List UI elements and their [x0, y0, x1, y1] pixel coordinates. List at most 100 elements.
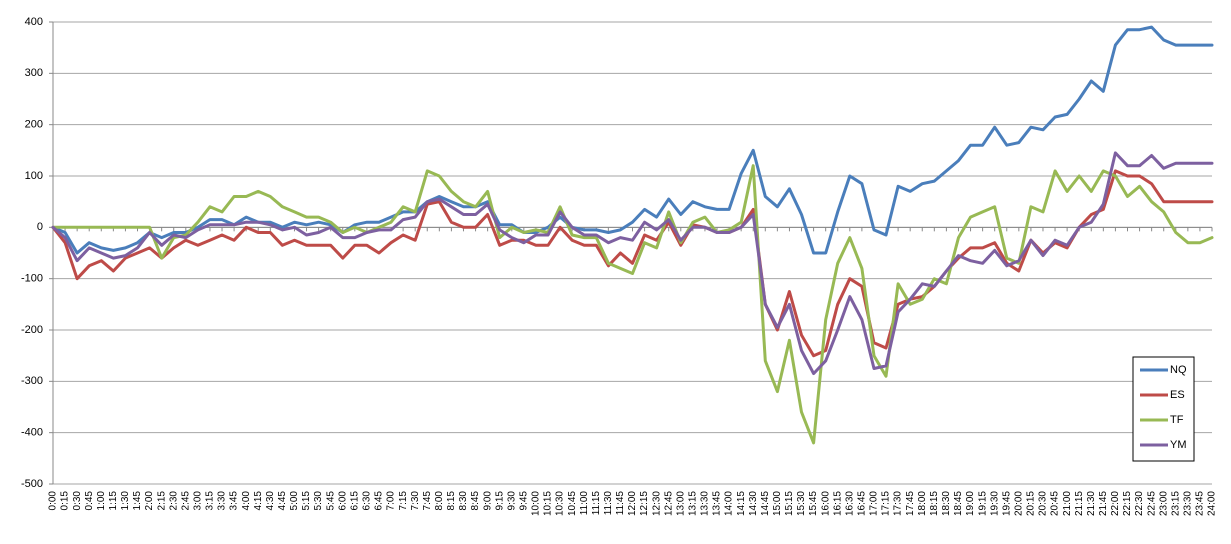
y-tick-label: -500 — [21, 478, 43, 490]
x-tick-label: 2:00 — [144, 491, 155, 511]
x-tick-label: 13:30 — [700, 491, 711, 516]
x-tick-label: 17:45 — [905, 491, 916, 516]
x-tick-label: 3:15 — [205, 491, 216, 511]
x-tick-label: 15:15 — [784, 491, 795, 516]
x-tick-label: 2:15 — [156, 491, 167, 511]
x-tick-label: 18:30 — [941, 491, 952, 516]
x-tick-label: 3:45 — [229, 491, 240, 511]
x-tick-label: 2:30 — [168, 491, 179, 511]
y-tick-label: -200 — [21, 324, 43, 336]
x-tick-label: 14:30 — [748, 491, 759, 516]
x-tick-label: 8:15 — [446, 491, 457, 511]
legend: NQ ES TF YM — [1132, 356, 1195, 462]
x-tick-label: 5:45 — [325, 491, 336, 511]
legend-label-nq: NQ — [1170, 364, 1187, 376]
x-tick-label: 17:00 — [869, 491, 880, 516]
x-tick-label: 21:30 — [1086, 491, 1097, 516]
x-tick-label: 7:00 — [386, 491, 397, 511]
x-tick-label: 13:45 — [712, 491, 723, 516]
x-tick-label: 16:00 — [820, 491, 831, 516]
y-axis: -500 -400 -300 -200 -100 0 100 200 300 400 — [21, 16, 54, 490]
y-tick-label: 100 — [25, 170, 43, 182]
x-tick-label: 0:45 — [84, 491, 95, 511]
legend-label-tf: TF — [1170, 414, 1184, 426]
x-tick-label: 12:15 — [639, 491, 650, 516]
x-tick-label: 15:45 — [808, 491, 819, 516]
x-tick-label: 17:30 — [893, 491, 904, 516]
x-tick-label: 11:30 — [603, 491, 614, 516]
x-tick-label: 10:00 — [531, 491, 542, 516]
x-tick-label: 10:30 — [555, 491, 566, 516]
x-tick-label: 4:45 — [277, 491, 288, 511]
x-tick-label: 11:15 — [591, 491, 602, 516]
x-tick-label: 1:00 — [96, 491, 107, 511]
x-tick-label: 0:15 — [60, 491, 71, 511]
x-tick-label: 23:15 — [1170, 491, 1181, 516]
gridlines — [53, 21, 1212, 485]
x-tick-label: 20:45 — [1050, 491, 1061, 516]
x-tick-label: 0:00 — [48, 491, 59, 511]
x-tick-label: 20:15 — [1026, 491, 1037, 516]
x-tick-label: 22:00 — [1110, 491, 1121, 516]
x-tick-label: 20:00 — [1013, 491, 1024, 516]
x-axis: 0:00 0:15 0:30 0:45 1:00 1:15 1:30 1:45 2:00 2:15… — [48, 226, 1218, 516]
x-tick-label: 7:30 — [410, 491, 421, 511]
x-tick-label: 13:15 — [688, 491, 699, 516]
y-tick-label: -300 — [21, 375, 43, 387]
x-tick-label: 9:00 — [482, 491, 493, 511]
x-tick-label: 15:00 — [772, 491, 783, 516]
x-tick-label: 8:00 — [434, 491, 445, 511]
x-tick-label: 2:45 — [180, 491, 191, 511]
x-tick-label: 11:45 — [615, 491, 626, 516]
x-tick-label: 12:00 — [627, 491, 638, 516]
y-tick-label: -400 — [21, 427, 43, 439]
x-tick-label: 20:30 — [1038, 491, 1049, 516]
x-tick-label: 22:15 — [1122, 491, 1133, 516]
x-tick-label: 17:15 — [881, 491, 892, 516]
x-tick-label: 19:45 — [1001, 491, 1012, 516]
series-lines — [51, 25, 1214, 445]
x-tick-label: 11:00 — [579, 491, 590, 516]
y-tick-label: -100 — [21, 273, 43, 285]
x-tick-label: 8:30 — [458, 491, 469, 511]
x-tick-label: 8:45 — [470, 491, 481, 511]
y-tick-label: 300 — [25, 67, 43, 79]
x-tick-label: 6:30 — [362, 491, 373, 511]
y-tick-label: 400 — [25, 16, 43, 28]
legend-label-ym: YM — [1170, 439, 1187, 451]
series-line-ym — [51, 151, 1214, 376]
x-tick-label: 19:30 — [989, 491, 1000, 516]
x-tick-label: 12:45 — [663, 491, 674, 516]
x-tick-label: 9:30 — [506, 491, 517, 511]
x-tick-label: 23:30 — [1182, 491, 1193, 516]
x-tick-label: 7:15 — [398, 491, 409, 511]
x-tick-label: 14:45 — [760, 491, 771, 516]
series-line-nq — [51, 25, 1214, 255]
x-tick-label: 19:00 — [965, 491, 976, 516]
x-tick-label: 23:00 — [1158, 491, 1169, 516]
x-tick-label: 21:15 — [1074, 491, 1085, 516]
x-tick-label: 16:45 — [857, 491, 868, 516]
x-tick-label: 7:45 — [422, 491, 433, 511]
x-tick-label: 4:15 — [253, 491, 264, 511]
x-tick-label: 6:45 — [374, 491, 385, 511]
x-tick-label: 1:15 — [108, 491, 119, 511]
x-tick-label: 24:00 — [1207, 491, 1218, 516]
x-tick-label: 9:15 — [494, 491, 505, 511]
x-tick-label: 21:45 — [1098, 491, 1109, 516]
x-tick-label: 10:15 — [543, 491, 554, 516]
x-tick-label: 4:00 — [241, 491, 252, 511]
x-tick-label: 3:00 — [193, 491, 204, 511]
x-tick-label: 14:00 — [724, 491, 735, 516]
x-tick-label: 1:30 — [120, 491, 131, 511]
x-tick-label: 5:00 — [289, 491, 300, 511]
x-tick-label: 14:15 — [736, 491, 747, 516]
x-tick-label: 23:45 — [1195, 491, 1206, 516]
series-line-tf — [51, 164, 1214, 445]
x-tick-label: 16:30 — [844, 491, 855, 516]
series-line-es — [51, 169, 1214, 358]
y-tick-label: 0 — [37, 221, 43, 233]
x-tick-label: 3:30 — [217, 491, 228, 511]
legend-label-es: ES — [1170, 389, 1185, 401]
